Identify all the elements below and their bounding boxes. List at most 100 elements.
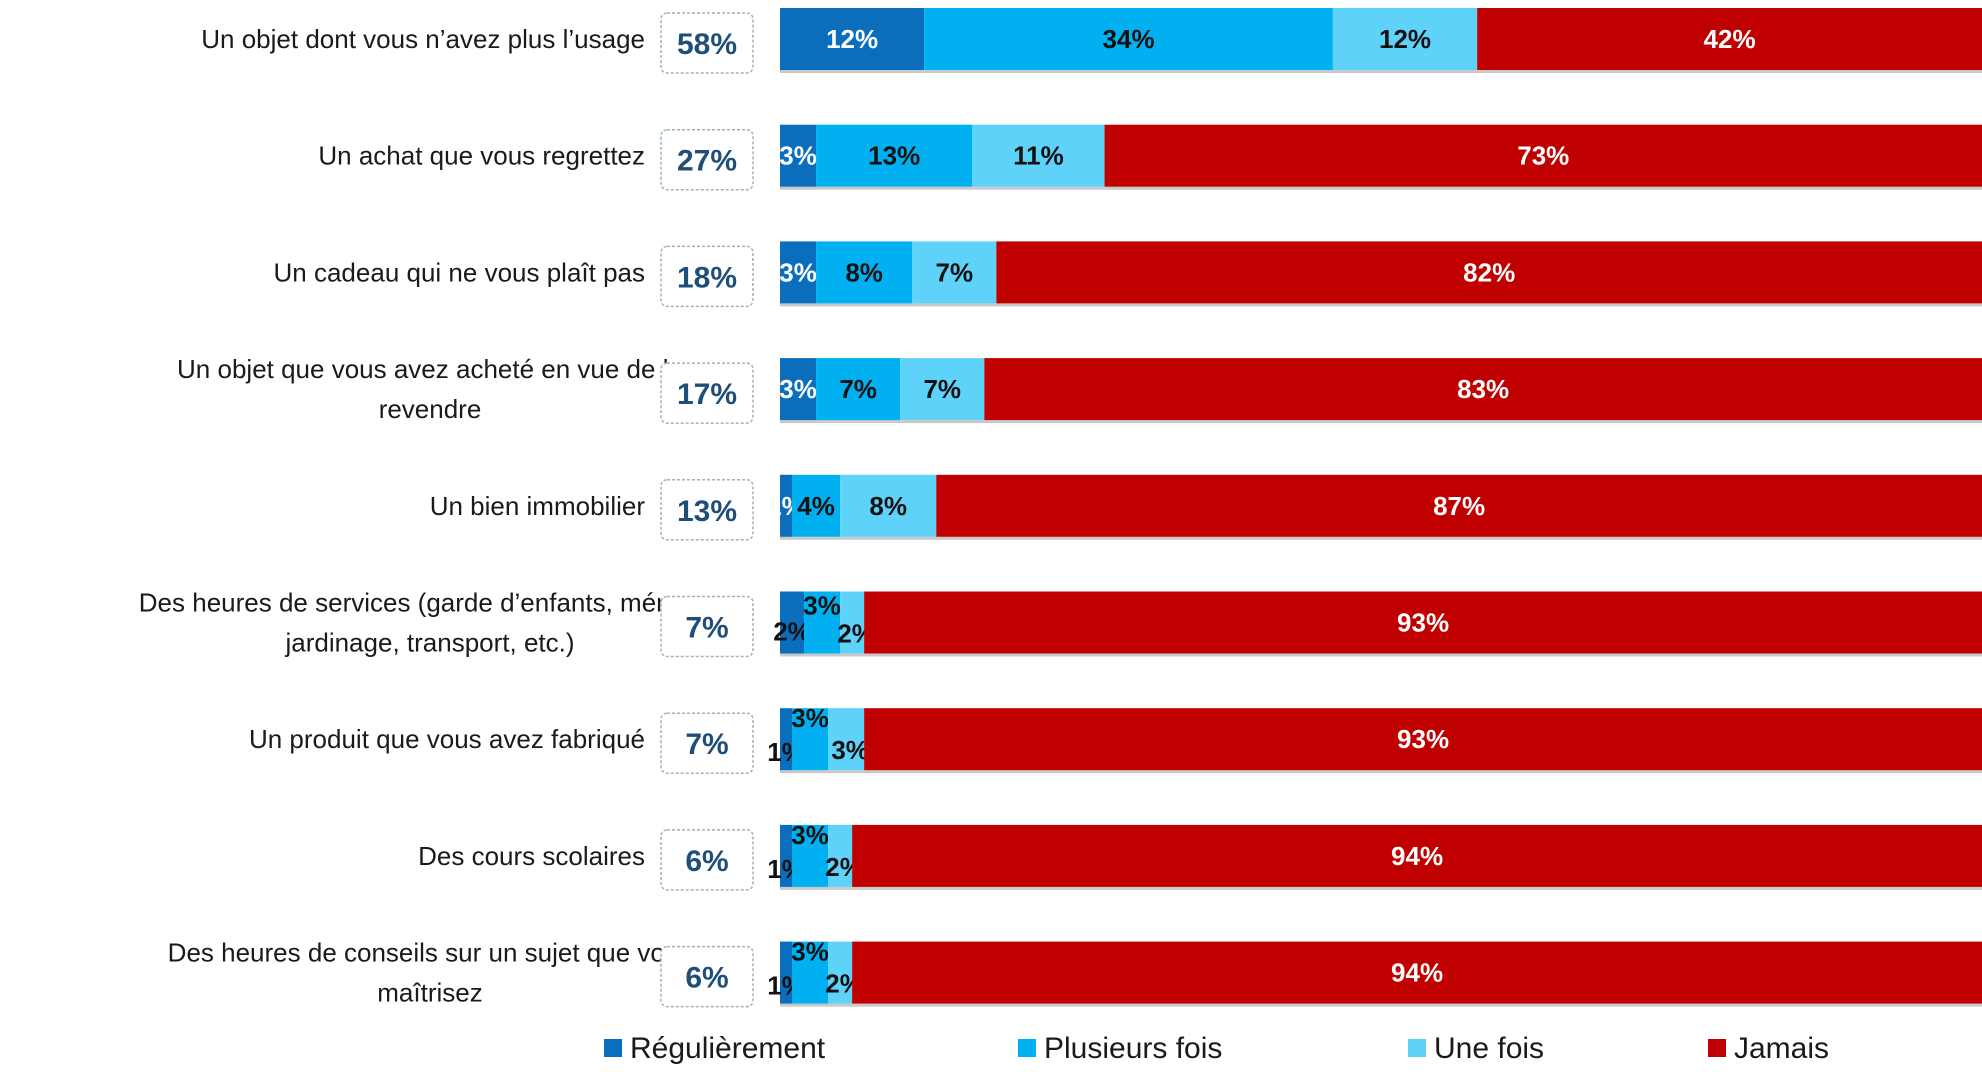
bar-segment-r-guli-rement bbox=[780, 8, 925, 70]
bar-segment-jamais bbox=[852, 824, 1982, 887]
total-box bbox=[660, 245, 754, 308]
bar-shadow bbox=[780, 886, 1982, 890]
category-label: Un objet dont vous n’avez plus l’usage bbox=[201, 24, 645, 54]
bar-segment-jamais bbox=[864, 591, 1982, 654]
legend-swatch bbox=[604, 1039, 622, 1057]
bar-segment-jamais bbox=[984, 358, 1982, 421]
segment-value-label: 3% bbox=[779, 141, 817, 171]
category-label: Un bien immobilier bbox=[430, 491, 646, 521]
total-label: 17% bbox=[677, 378, 737, 411]
bar-segment-plusieurs-fois bbox=[816, 358, 901, 421]
segment-value-label: 4% bbox=[797, 491, 835, 521]
bar-segment-r-guli-rement bbox=[780, 591, 805, 654]
bar-segment-jamais bbox=[864, 708, 1982, 771]
category-label: Des heures de services (garde d’enfants,… bbox=[139, 588, 721, 658]
segment-value-label: 8% bbox=[845, 257, 883, 287]
legend-label: Plusieurs fois bbox=[1044, 1032, 1222, 1065]
segment-value-label: 12% bbox=[1379, 24, 1431, 54]
segment-value-label: 94% bbox=[1391, 841, 1443, 871]
bar-segment-r-guli-rement bbox=[780, 358, 817, 421]
chart-row: Un achat que vous regrettez 27% 3% 13% 11% 73… bbox=[318, 124, 1982, 191]
segment-value-label: 3% bbox=[779, 374, 817, 404]
bar-segment-r-guli-rement bbox=[780, 241, 817, 304]
bar-segment-plusieurs-fois bbox=[816, 241, 913, 304]
legend: Régulièrement Plusieurs fois Une fois Jamai… bbox=[604, 1032, 1829, 1065]
chart-row: Un objet que vous avez acheté en vue de … bbox=[177, 354, 1982, 424]
bar-segment-jamais bbox=[996, 241, 1982, 304]
bar-segment-une-fois bbox=[1332, 8, 1478, 70]
legend-label: Régulièrement bbox=[630, 1032, 826, 1065]
legend-item-r-guli-rement: Régulièrement bbox=[604, 1032, 826, 1065]
bar-segment-r-guli-rement bbox=[780, 941, 793, 1004]
category-label: Un cadeau qui ne vous plaît pas bbox=[274, 257, 645, 287]
legend-label: Une fois bbox=[1434, 1032, 1544, 1065]
segment-value-label: 7% bbox=[936, 257, 974, 287]
bar-segment-jamais bbox=[1104, 124, 1982, 187]
chart-row: Un objet dont vous n’avez plus l’usage 58… bbox=[201, 8, 1982, 74]
legend-item-jamais: Jamais bbox=[1708, 1032, 1829, 1065]
chart-rows: Un objet dont vous n’avez plus l’usage 58… bbox=[139, 8, 1982, 1008]
bar-shadow bbox=[780, 420, 1982, 424]
total-box bbox=[660, 595, 754, 658]
total-box bbox=[660, 945, 754, 1008]
bar-shadow bbox=[780, 70, 1982, 73]
bar-segment-une-fois bbox=[840, 474, 937, 537]
segment-value-label: 3% bbox=[791, 937, 829, 967]
total-label: 58% bbox=[677, 28, 737, 61]
chart-row: Un cadeau qui ne vous plaît pas 18% 3% 8% 7%… bbox=[274, 241, 1982, 308]
bar-segment-r-guli-rement bbox=[780, 824, 793, 887]
bar-segment-plusieurs-fois bbox=[792, 941, 829, 1004]
bar-shadow bbox=[780, 653, 1982, 657]
segment-value-label: 3% bbox=[803, 591, 841, 621]
segment-value-label: 83% bbox=[1457, 374, 1509, 404]
bar-segment-une-fois bbox=[828, 824, 853, 887]
legend-item-plusieurs-fois: Plusieurs fois bbox=[1018, 1032, 1222, 1065]
category-label: Un produit que vous avez fabriqué bbox=[249, 724, 645, 754]
bar-segment-une-fois bbox=[912, 241, 997, 304]
legend-item-une-fois: Une fois bbox=[1408, 1032, 1544, 1065]
total-box bbox=[660, 128, 754, 191]
bar-segment-plusieurs-fois bbox=[792, 474, 841, 537]
total-label: 13% bbox=[677, 495, 737, 528]
bar-segment-plusieurs-fois bbox=[792, 824, 829, 887]
bar-segment-plusieurs-fois bbox=[816, 124, 973, 187]
total-label: 7% bbox=[685, 728, 728, 761]
segment-value-label: 94% bbox=[1391, 958, 1443, 988]
bar-segment-r-guli-rement bbox=[780, 474, 793, 537]
legend-swatch bbox=[1708, 1039, 1726, 1057]
chart-row: Des cours scolaires 6% 1%3%2% 94% bbox=[418, 820, 1982, 891]
bar-segment-une-fois bbox=[972, 124, 1105, 187]
bar-segment-r-guli-rement bbox=[780, 124, 817, 187]
total-label: 6% bbox=[685, 845, 728, 878]
total-label: 7% bbox=[685, 612, 728, 645]
bar-segment-jamais bbox=[936, 474, 1982, 537]
bar-shadow bbox=[780, 303, 1982, 307]
segment-value-label: 82% bbox=[1463, 257, 1515, 287]
segment-value-label: 73% bbox=[1517, 141, 1569, 171]
segment-value-label: 12% bbox=[826, 24, 878, 54]
bar-segment-jamais bbox=[852, 941, 1982, 1004]
total-box bbox=[660, 12, 754, 74]
segment-value-label: 8% bbox=[869, 491, 907, 521]
segment-value-label: 7% bbox=[923, 374, 961, 404]
segment-value-label: 93% bbox=[1397, 724, 1449, 754]
bar-segment-une-fois bbox=[828, 708, 865, 771]
bar-segment-une-fois bbox=[900, 358, 985, 421]
segment-value-label: 7% bbox=[839, 374, 877, 404]
segment-value-label: 87% bbox=[1433, 491, 1485, 521]
total-label: 18% bbox=[677, 261, 737, 294]
total-label: 27% bbox=[677, 145, 737, 178]
segment-value-label: 93% bbox=[1397, 608, 1449, 638]
segment-value-label: 3% bbox=[791, 820, 829, 850]
bar-shadow bbox=[780, 770, 1982, 774]
segment-value-label: 11% bbox=[1013, 141, 1064, 171]
bar-segment-r-guli-rement bbox=[780, 708, 793, 771]
bar-segment-une-fois bbox=[840, 591, 865, 654]
segment-value-label: 34% bbox=[1103, 24, 1155, 54]
bar-segment-plusieurs-fois bbox=[924, 8, 1333, 70]
bar-segment-jamais bbox=[1477, 8, 1982, 70]
chart-row: Un bien immobilier 13% 1%4% 8% 87% bbox=[430, 474, 1982, 541]
legend-label: Jamais bbox=[1734, 1032, 1829, 1065]
category-label: Un achat que vous regrettez bbox=[318, 141, 645, 171]
